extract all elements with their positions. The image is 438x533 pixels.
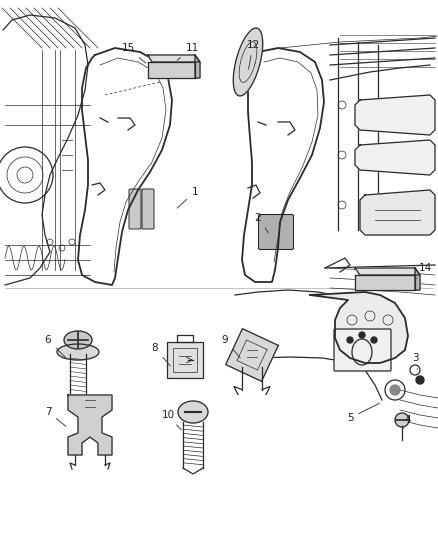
Ellipse shape	[178, 401, 208, 423]
Text: 3: 3	[412, 353, 418, 369]
Ellipse shape	[57, 344, 99, 360]
Polygon shape	[148, 62, 195, 78]
Polygon shape	[148, 55, 200, 62]
Polygon shape	[415, 268, 420, 290]
Circle shape	[347, 337, 353, 343]
Circle shape	[416, 376, 424, 384]
Polygon shape	[355, 95, 435, 135]
Polygon shape	[233, 28, 263, 96]
Text: 11: 11	[177, 43, 198, 60]
Circle shape	[359, 332, 365, 338]
Text: 7: 7	[45, 407, 66, 426]
Text: 12: 12	[246, 40, 260, 69]
Text: 4: 4	[402, 415, 411, 430]
Polygon shape	[68, 395, 112, 455]
Polygon shape	[355, 268, 420, 275]
Circle shape	[395, 413, 409, 427]
FancyBboxPatch shape	[129, 189, 141, 229]
Polygon shape	[195, 55, 200, 78]
Circle shape	[371, 337, 377, 343]
FancyBboxPatch shape	[334, 329, 391, 371]
Ellipse shape	[64, 331, 92, 349]
FancyBboxPatch shape	[167, 342, 203, 378]
Polygon shape	[355, 275, 415, 290]
Circle shape	[390, 385, 400, 395]
Polygon shape	[310, 292, 408, 363]
Text: 9: 9	[222, 335, 240, 358]
Text: 8: 8	[152, 343, 170, 366]
Text: 10: 10	[162, 410, 181, 430]
FancyBboxPatch shape	[142, 189, 154, 229]
Text: 2: 2	[254, 213, 268, 233]
Polygon shape	[226, 329, 278, 381]
Text: 6: 6	[45, 335, 66, 358]
FancyBboxPatch shape	[258, 214, 293, 249]
Text: 5: 5	[347, 403, 379, 423]
Polygon shape	[360, 190, 435, 235]
Text: 14: 14	[415, 263, 431, 280]
Polygon shape	[355, 140, 435, 175]
Text: 15: 15	[121, 43, 146, 63]
Text: 1: 1	[177, 187, 198, 208]
